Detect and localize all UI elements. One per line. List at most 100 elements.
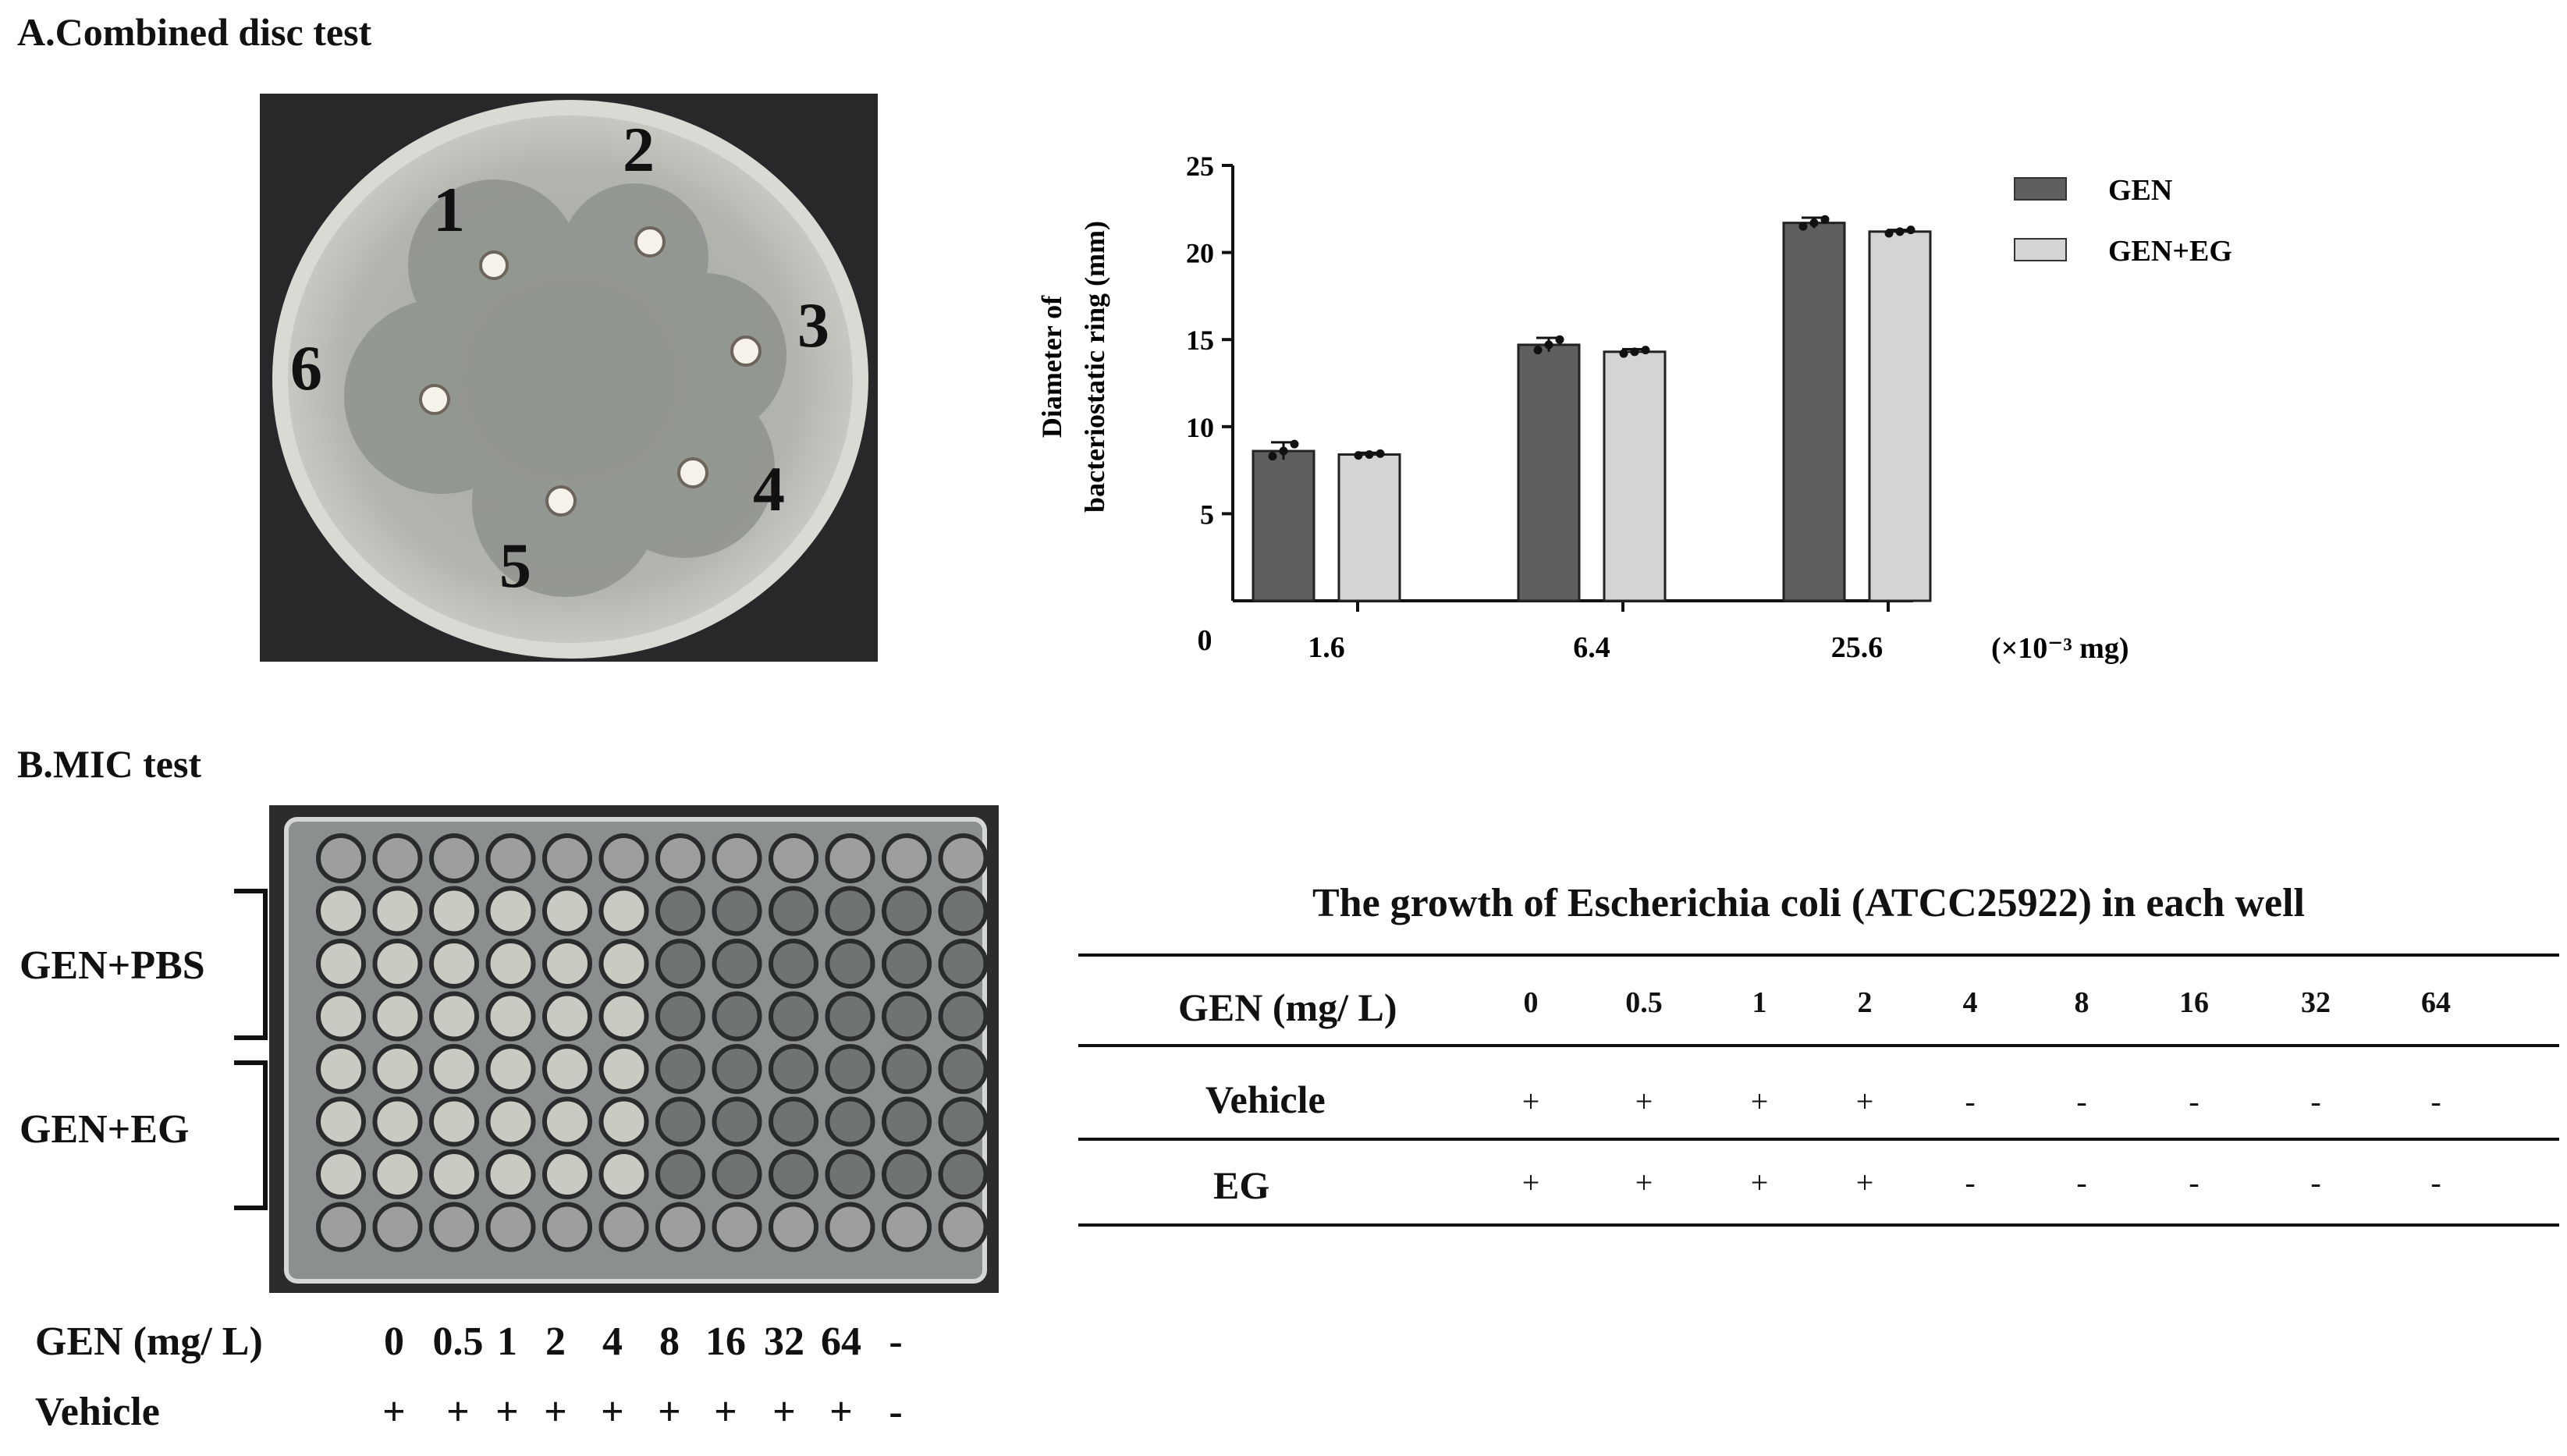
bracket-label-gen-pbs: GEN+PBS <box>20 943 205 988</box>
plate-well <box>769 833 818 883</box>
plate-number-1: 1 <box>433 174 465 245</box>
well-plate-graphic <box>269 805 999 1293</box>
plate-well <box>372 1044 423 1094</box>
plate-well <box>769 991 818 1042</box>
chart-marks: 5 10 15 20 25 1.6 6.4 25.6 GEN GEN+EG <box>1186 151 2232 664</box>
plate-well <box>938 886 989 936</box>
seq-gen-value: 16 <box>705 1319 746 1364</box>
plate-well <box>316 939 366 989</box>
data-point <box>1641 346 1650 355</box>
plate-well <box>655 1044 705 1094</box>
table-rule-bottom <box>1078 1223 2559 1227</box>
seq-vehicle-value: + <box>544 1390 567 1434</box>
table-column-header: 0.5 <box>1625 986 1663 1019</box>
seq-gen-value: 4 <box>602 1319 623 1364</box>
table-cell: - <box>2076 1165 2087 1200</box>
seq-gen-value: 0.5 <box>432 1319 484 1364</box>
data-point <box>1376 449 1385 458</box>
plate-well <box>372 939 423 989</box>
plate-well <box>542 1202 592 1252</box>
plate-well <box>825 939 875 989</box>
plate-well <box>316 991 366 1042</box>
seq-vehicle-value: + <box>772 1390 796 1434</box>
plate-well <box>542 1096 592 1147</box>
plate-well <box>485 939 536 989</box>
table-cell: - <box>2430 1165 2441 1200</box>
plate-well <box>825 1044 875 1094</box>
seq-vehicle-value: + <box>714 1390 737 1434</box>
petri-dish-graphic <box>260 94 878 662</box>
table-column-header: 64 <box>2421 986 2451 1019</box>
panel-b-title: B.MIC test <box>17 742 202 786</box>
bar-gen <box>1252 449 1315 602</box>
table-title: The growth of Escherichia coli (ATCC2592… <box>1312 881 2305 925</box>
plate-well <box>485 1202 536 1252</box>
plate-well <box>598 886 649 936</box>
table-column-header: 32 <box>2301 986 2331 1019</box>
plate-well <box>429 1202 479 1252</box>
plate-number-4: 4 <box>753 453 785 524</box>
plate-well <box>938 1096 989 1147</box>
data-point <box>1906 226 1915 235</box>
plate-well <box>598 833 649 883</box>
plate-well <box>372 833 423 883</box>
plate-well <box>485 991 536 1042</box>
plate-well <box>938 991 989 1042</box>
table-cell: + <box>1635 1165 1653 1200</box>
table-cell: + <box>1521 1084 1540 1119</box>
table-rule-top <box>1078 954 2559 957</box>
plate-well <box>655 939 705 989</box>
plate-well <box>429 939 479 989</box>
plate-well <box>655 1202 705 1252</box>
y-tick-label: 10 <box>1186 412 1214 443</box>
plate-well <box>825 1149 875 1199</box>
seq-gen-label: GEN (mg/ L) <box>35 1319 263 1364</box>
plate-well <box>825 991 875 1042</box>
plate-well <box>598 991 649 1042</box>
y-tick-label: 5 <box>1200 499 1214 530</box>
seq-gen-value: - <box>889 1319 903 1364</box>
seq-vehicle-value: + <box>601 1390 624 1434</box>
bracket-gen-pbs <box>234 889 268 1040</box>
plate-well <box>825 1202 875 1252</box>
plate-number-5: 5 <box>499 530 531 601</box>
plate-well <box>882 1149 932 1199</box>
plate-well <box>938 939 989 989</box>
table-cell: - <box>1965 1084 1976 1119</box>
plate-well <box>485 886 536 936</box>
table-cell: - <box>2189 1084 2200 1119</box>
plate-well <box>769 1044 818 1094</box>
data-point <box>1268 452 1277 461</box>
plate-well <box>769 939 818 989</box>
y-tick-label: 20 <box>1186 238 1214 269</box>
legend-swatch <box>2014 177 2067 201</box>
plate-well <box>655 991 705 1042</box>
data-point <box>1544 340 1553 350</box>
bracket-gen-eg <box>234 1060 268 1210</box>
data-point <box>1884 229 1894 238</box>
plate-well <box>316 1202 366 1252</box>
table-cell: + <box>1855 1165 1874 1200</box>
plate-well <box>882 1044 932 1094</box>
plate-well <box>938 1149 989 1199</box>
table-cell: - <box>2076 1084 2087 1119</box>
plate-well <box>882 833 932 883</box>
plate-well <box>316 1096 366 1147</box>
bar-chart: Diameter of bacteriostatic ring (mm) 5 10… <box>1036 151 2232 665</box>
table-cell: - <box>2310 1084 2321 1119</box>
plate-well <box>542 1044 592 1094</box>
bar-gen-eg <box>1603 350 1667 602</box>
plate-well <box>712 991 762 1042</box>
plate-number-2: 2 <box>623 114 655 185</box>
data-point <box>1290 439 1299 449</box>
plate-well <box>769 1096 818 1147</box>
bar-gen-eg <box>1868 230 1932 602</box>
plate-well <box>316 833 366 883</box>
plate-well <box>712 1202 762 1252</box>
plate-well <box>372 1096 423 1147</box>
y-axis-title-line1: Diameter of <box>1036 295 1067 438</box>
plate-well <box>485 1149 536 1199</box>
data-point <box>1895 227 1905 236</box>
plate-well <box>598 1044 649 1094</box>
legend-label: GEN <box>2108 174 2172 207</box>
